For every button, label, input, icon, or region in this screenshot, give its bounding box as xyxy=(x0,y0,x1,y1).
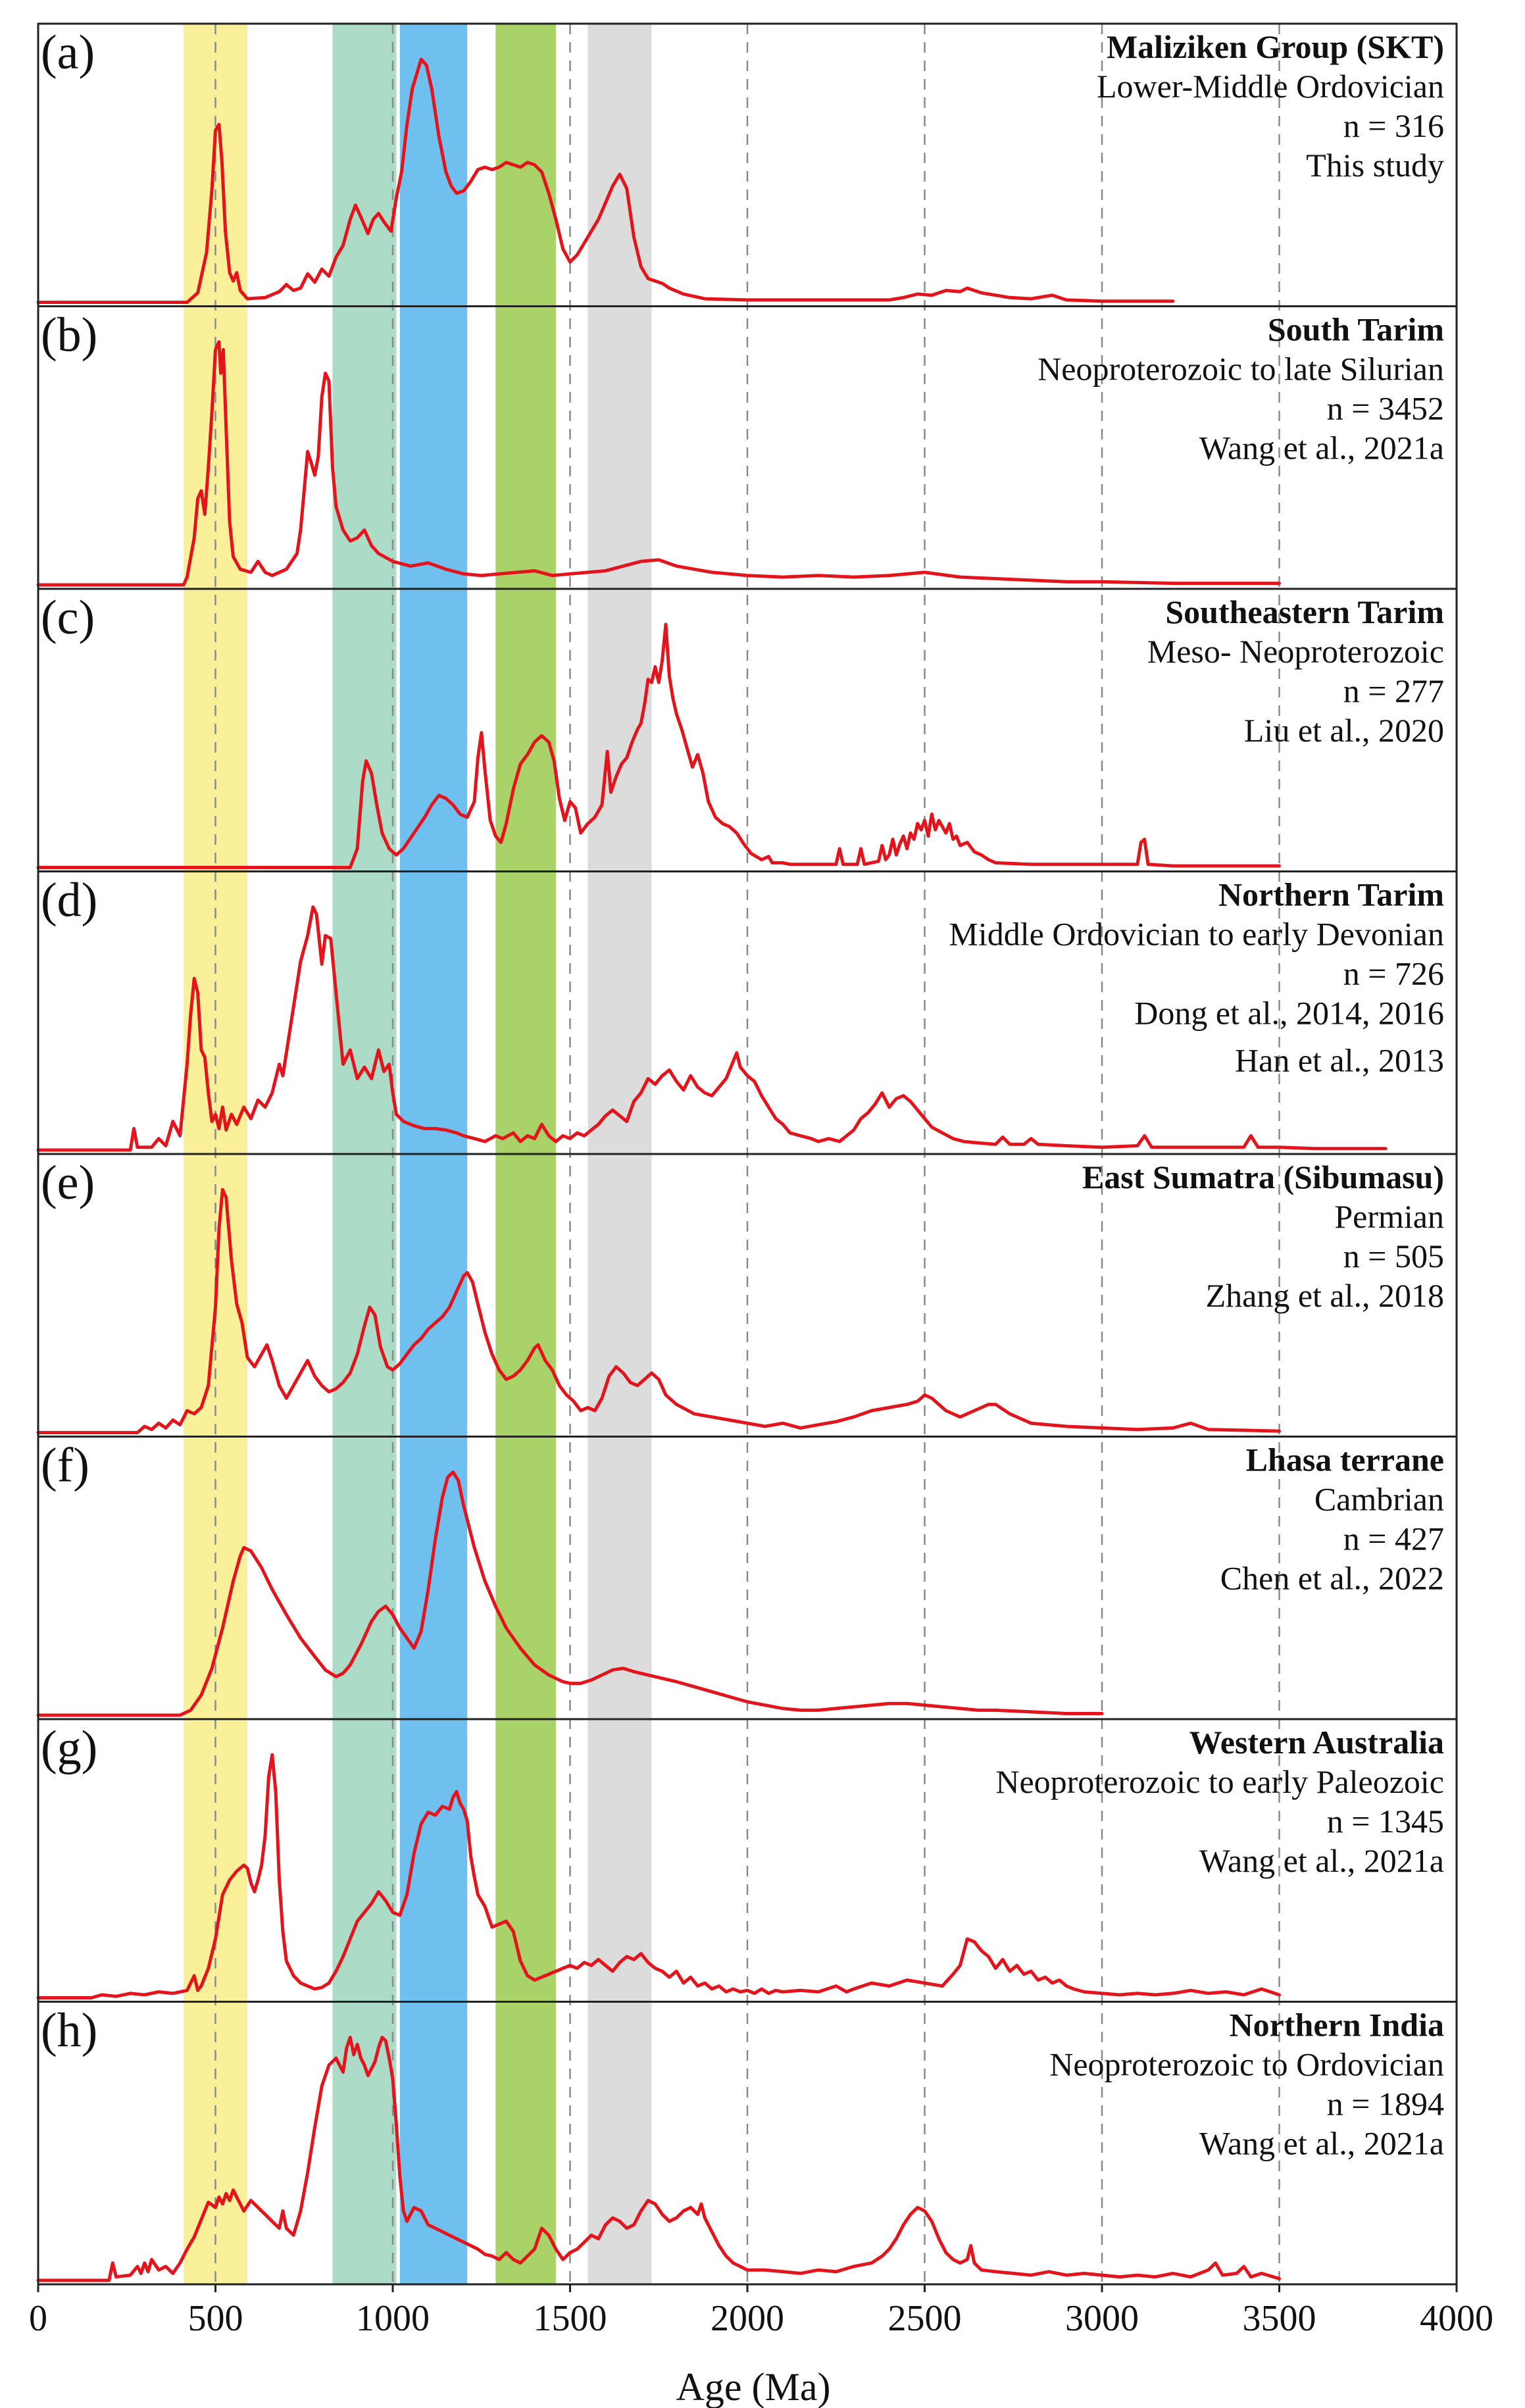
x-tick-label: 500 xyxy=(188,2298,243,2339)
panels: (a) Maliziken Group (SKT)Lower-Middle Ord… xyxy=(36,26,1457,2282)
panel-label: (d) xyxy=(41,874,97,928)
series-line-g xyxy=(36,1753,1281,1999)
panel-label: (a) xyxy=(41,26,95,80)
series-line-a xyxy=(36,57,1175,304)
x-tick-label: 3500 xyxy=(1243,2298,1316,2339)
x-tick-label: 3000 xyxy=(1065,2298,1139,2339)
panel-info-line: Wang et al., 2021a xyxy=(1199,1842,1444,1879)
x-tick-label: 2500 xyxy=(888,2298,962,2339)
panel-label: (c) xyxy=(41,591,95,645)
panel-info-line: n = 1894 xyxy=(1327,2086,1444,2122)
panel-title: Southeastern Tarim xyxy=(1165,593,1444,630)
panel-info-line: Lower-Middle Ordovician xyxy=(1097,68,1444,105)
x-tick-label: 1000 xyxy=(356,2298,430,2339)
panel-info-line: Wang et al., 2021a xyxy=(1199,430,1444,466)
panel-info-line: Wang et al., 2021a xyxy=(1199,2125,1444,2162)
panel-title: Western Australia xyxy=(1189,1724,1444,1761)
panel-title: East Sumatra (Sibumasu) xyxy=(1082,1159,1444,1195)
panel-title: Maliziken Group (SKT) xyxy=(1107,28,1444,65)
panel-label: (g) xyxy=(41,1721,97,1775)
panel-title: South Tarim xyxy=(1268,311,1444,348)
panel-info-line: Dong et al., 2014, 2016 xyxy=(1134,995,1444,1032)
panel-info-line: Liu et al., 2020 xyxy=(1244,712,1444,749)
series-line-e xyxy=(36,1188,1281,1434)
x-tick-label: 2000 xyxy=(711,2298,784,2339)
panel-info-line: This study xyxy=(1306,147,1444,184)
panel-label: (e) xyxy=(41,1156,95,1210)
panel-info-line: Neoproterozoic to early Paleozoic xyxy=(995,1763,1444,1800)
panel-info-line: n = 427 xyxy=(1343,1520,1444,1557)
panel-info-line: n = 277 xyxy=(1343,672,1444,709)
x-axis-label: Age (Ma) xyxy=(676,2365,831,2408)
panel-label: (b) xyxy=(41,309,97,363)
panel-info-line: Middle Ordovician to early Devonian xyxy=(949,916,1444,953)
series-line-h xyxy=(36,2036,1281,2282)
series-line-b xyxy=(36,340,1281,587)
panel-info-line: n = 726 xyxy=(1343,955,1444,992)
x-tick-label: 4000 xyxy=(1420,2298,1493,2339)
x-tick-label: 0 xyxy=(29,2298,47,2339)
panel-info-line: Chen et al., 2022 xyxy=(1220,1560,1444,1597)
panel-info-line: Cambrian xyxy=(1314,1481,1444,1518)
series-line-f xyxy=(36,1470,1104,1717)
panel-title: Northern Tarim xyxy=(1218,876,1444,913)
panel-info-line: Zhang et al., 2018 xyxy=(1206,1277,1444,1314)
panel-label: (f) xyxy=(41,1439,89,1493)
series-line-c xyxy=(36,622,1281,869)
panel-info-line: Neoproterozoic to Ordovician xyxy=(1049,2046,1444,2083)
panel-title: Northern India xyxy=(1230,2007,1444,2044)
series-line-d xyxy=(36,905,1388,1152)
panel-info-line: n = 1345 xyxy=(1327,1803,1444,1840)
panel-a: (a) Maliziken Group (SKT)Lower-Middle Ord… xyxy=(36,26,1457,307)
panel-info-line: Neoproterozoic to late Silurian xyxy=(1038,351,1444,388)
panel-info-line: Han et al., 2013 xyxy=(1235,1042,1444,1079)
panel-info-line: n = 3452 xyxy=(1327,390,1444,427)
panel-info-line: n = 316 xyxy=(1343,107,1444,144)
panel-title: Lhasa terrane xyxy=(1246,1442,1444,1478)
x-axis: 0 500 1000 1500 2000 2500 3000 3500 4000 xyxy=(29,2284,1493,2339)
x-tick-label: 1500 xyxy=(534,2298,607,2339)
panel-label: (h) xyxy=(41,2004,97,2058)
panel-info-line: Meso- Neoproterozoic xyxy=(1147,633,1444,670)
panel-info-line: n = 505 xyxy=(1343,1238,1444,1274)
panel-info-line: Permian xyxy=(1334,1198,1444,1235)
